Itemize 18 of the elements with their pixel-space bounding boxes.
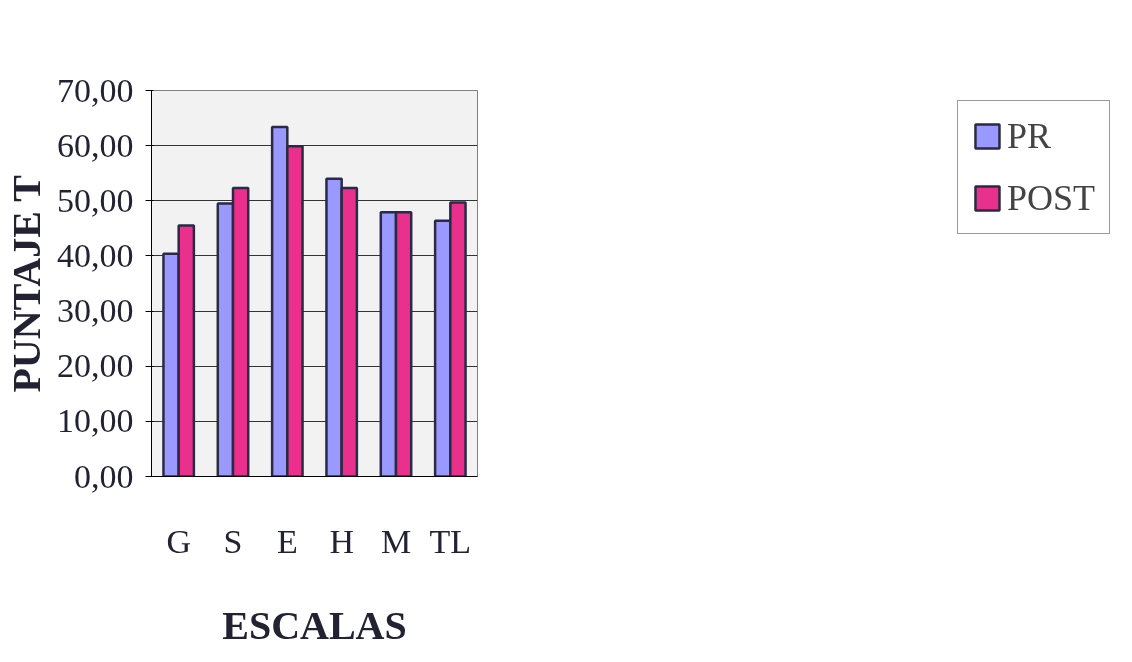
x-tick-label: S — [223, 522, 243, 560]
y-tick-label: 0,00 — [74, 457, 134, 495]
y-axis-title: PUNTAJE T — [4, 174, 49, 393]
x-axis-title: ESCALAS — [222, 602, 407, 648]
y-tick-label: 50,00 — [57, 181, 134, 219]
x-tick-label: M — [380, 522, 412, 560]
x-tick-label: E — [276, 522, 298, 560]
y-tick-label: 60,00 — [57, 126, 134, 164]
legend-label: PR — [1006, 115, 1052, 157]
y-tick-label: 70,00 — [57, 71, 134, 109]
y-tick-label: 10,00 — [57, 402, 134, 440]
x-tick-label: G — [166, 522, 191, 560]
y-tick-label: 40,00 — [57, 236, 134, 274]
y-tick-label: 30,00 — [57, 292, 134, 330]
x-tick-label: H — [329, 522, 354, 560]
y-tick-label: 20,00 — [57, 347, 134, 385]
x-tick-label: TL — [429, 522, 472, 560]
legend-label: POST — [1006, 177, 1095, 219]
